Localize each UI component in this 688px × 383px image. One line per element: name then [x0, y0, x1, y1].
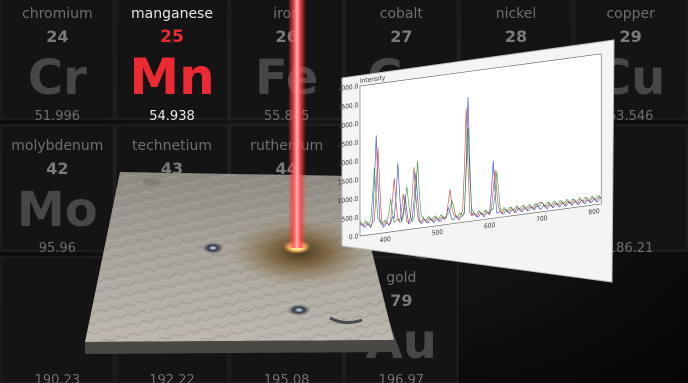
- element-number: 24: [46, 27, 68, 46]
- element-symbol: Fe: [255, 50, 318, 106]
- x-tick-label: 600: [484, 222, 495, 231]
- spectrum-ylabel: Intensity: [360, 74, 386, 85]
- element-name: gold: [386, 270, 416, 286]
- spectrum-line: [359, 96, 602, 229]
- element-mass: 192.22: [149, 373, 195, 383]
- element-symbol: Mo: [17, 182, 98, 238]
- y-tick-label: 3000.0: [338, 120, 358, 130]
- element-name: copper: [606, 6, 655, 22]
- element-cell: molybdenum 42 Mo 95.96: [0, 124, 115, 256]
- element-mass: 63.546: [608, 109, 654, 124]
- x-tick-label: 500: [432, 229, 443, 238]
- element-name: technetium: [132, 138, 212, 154]
- element-number: 27: [390, 27, 412, 46]
- crater: [287, 304, 311, 316]
- y-tick-label: 2500.0: [338, 139, 358, 149]
- y-tick-label: 2000.0: [338, 158, 358, 168]
- element-name: chromium: [22, 6, 93, 22]
- spectrum-plot: Intensity 4000.03500.03000.02500.02000.0…: [338, 53, 602, 245]
- element-mass: 190.23: [35, 373, 81, 383]
- x-tick-label: 800: [588, 208, 599, 217]
- element-mass: 51.996: [35, 109, 81, 124]
- element-cell: chromium 24 Cr 51.996: [0, 0, 115, 124]
- element-mass: 54.938: [149, 109, 195, 124]
- x-tick-label: 700: [536, 215, 547, 224]
- metal-sample: [85, 172, 432, 354]
- element-symbol: Cr: [28, 50, 87, 106]
- crater: [202, 242, 224, 254]
- element-mass: 196.97: [379, 373, 425, 383]
- element-number: 28: [505, 27, 527, 46]
- y-tick-label: 3500.0: [338, 102, 358, 112]
- element-number: 25: [160, 27, 184, 47]
- element-number: 42: [46, 159, 68, 178]
- element-mass: 95.96: [39, 241, 76, 256]
- element-number: 79: [390, 291, 412, 310]
- y-tick-label: 1000.0: [338, 195, 358, 205]
- element-number: 29: [620, 27, 642, 46]
- element-name: cobalt: [380, 6, 424, 22]
- spectrum-line: [359, 127, 602, 226]
- y-tick-label: 1500.0: [338, 177, 358, 187]
- y-tick-label: 4000.0: [338, 83, 358, 93]
- spectrum-panel: Intensity 4000.03500.03000.02500.02000.0…: [338, 39, 615, 283]
- x-tick-label: 400: [380, 236, 391, 245]
- element-mass: 186.21: [608, 241, 654, 256]
- laser-beam: [288, 0, 306, 248]
- element-mass: 195.08: [264, 373, 310, 383]
- element-symbol: Mn: [129, 48, 214, 106]
- element-name: manganese: [131, 6, 213, 22]
- element-name: molybdenum: [11, 138, 103, 154]
- y-tick-label: 500.0: [342, 214, 359, 224]
- element-name: nickel: [496, 6, 537, 22]
- element-name: ruthenium: [250, 138, 323, 154]
- y-tick-label: 0.0: [349, 233, 358, 242]
